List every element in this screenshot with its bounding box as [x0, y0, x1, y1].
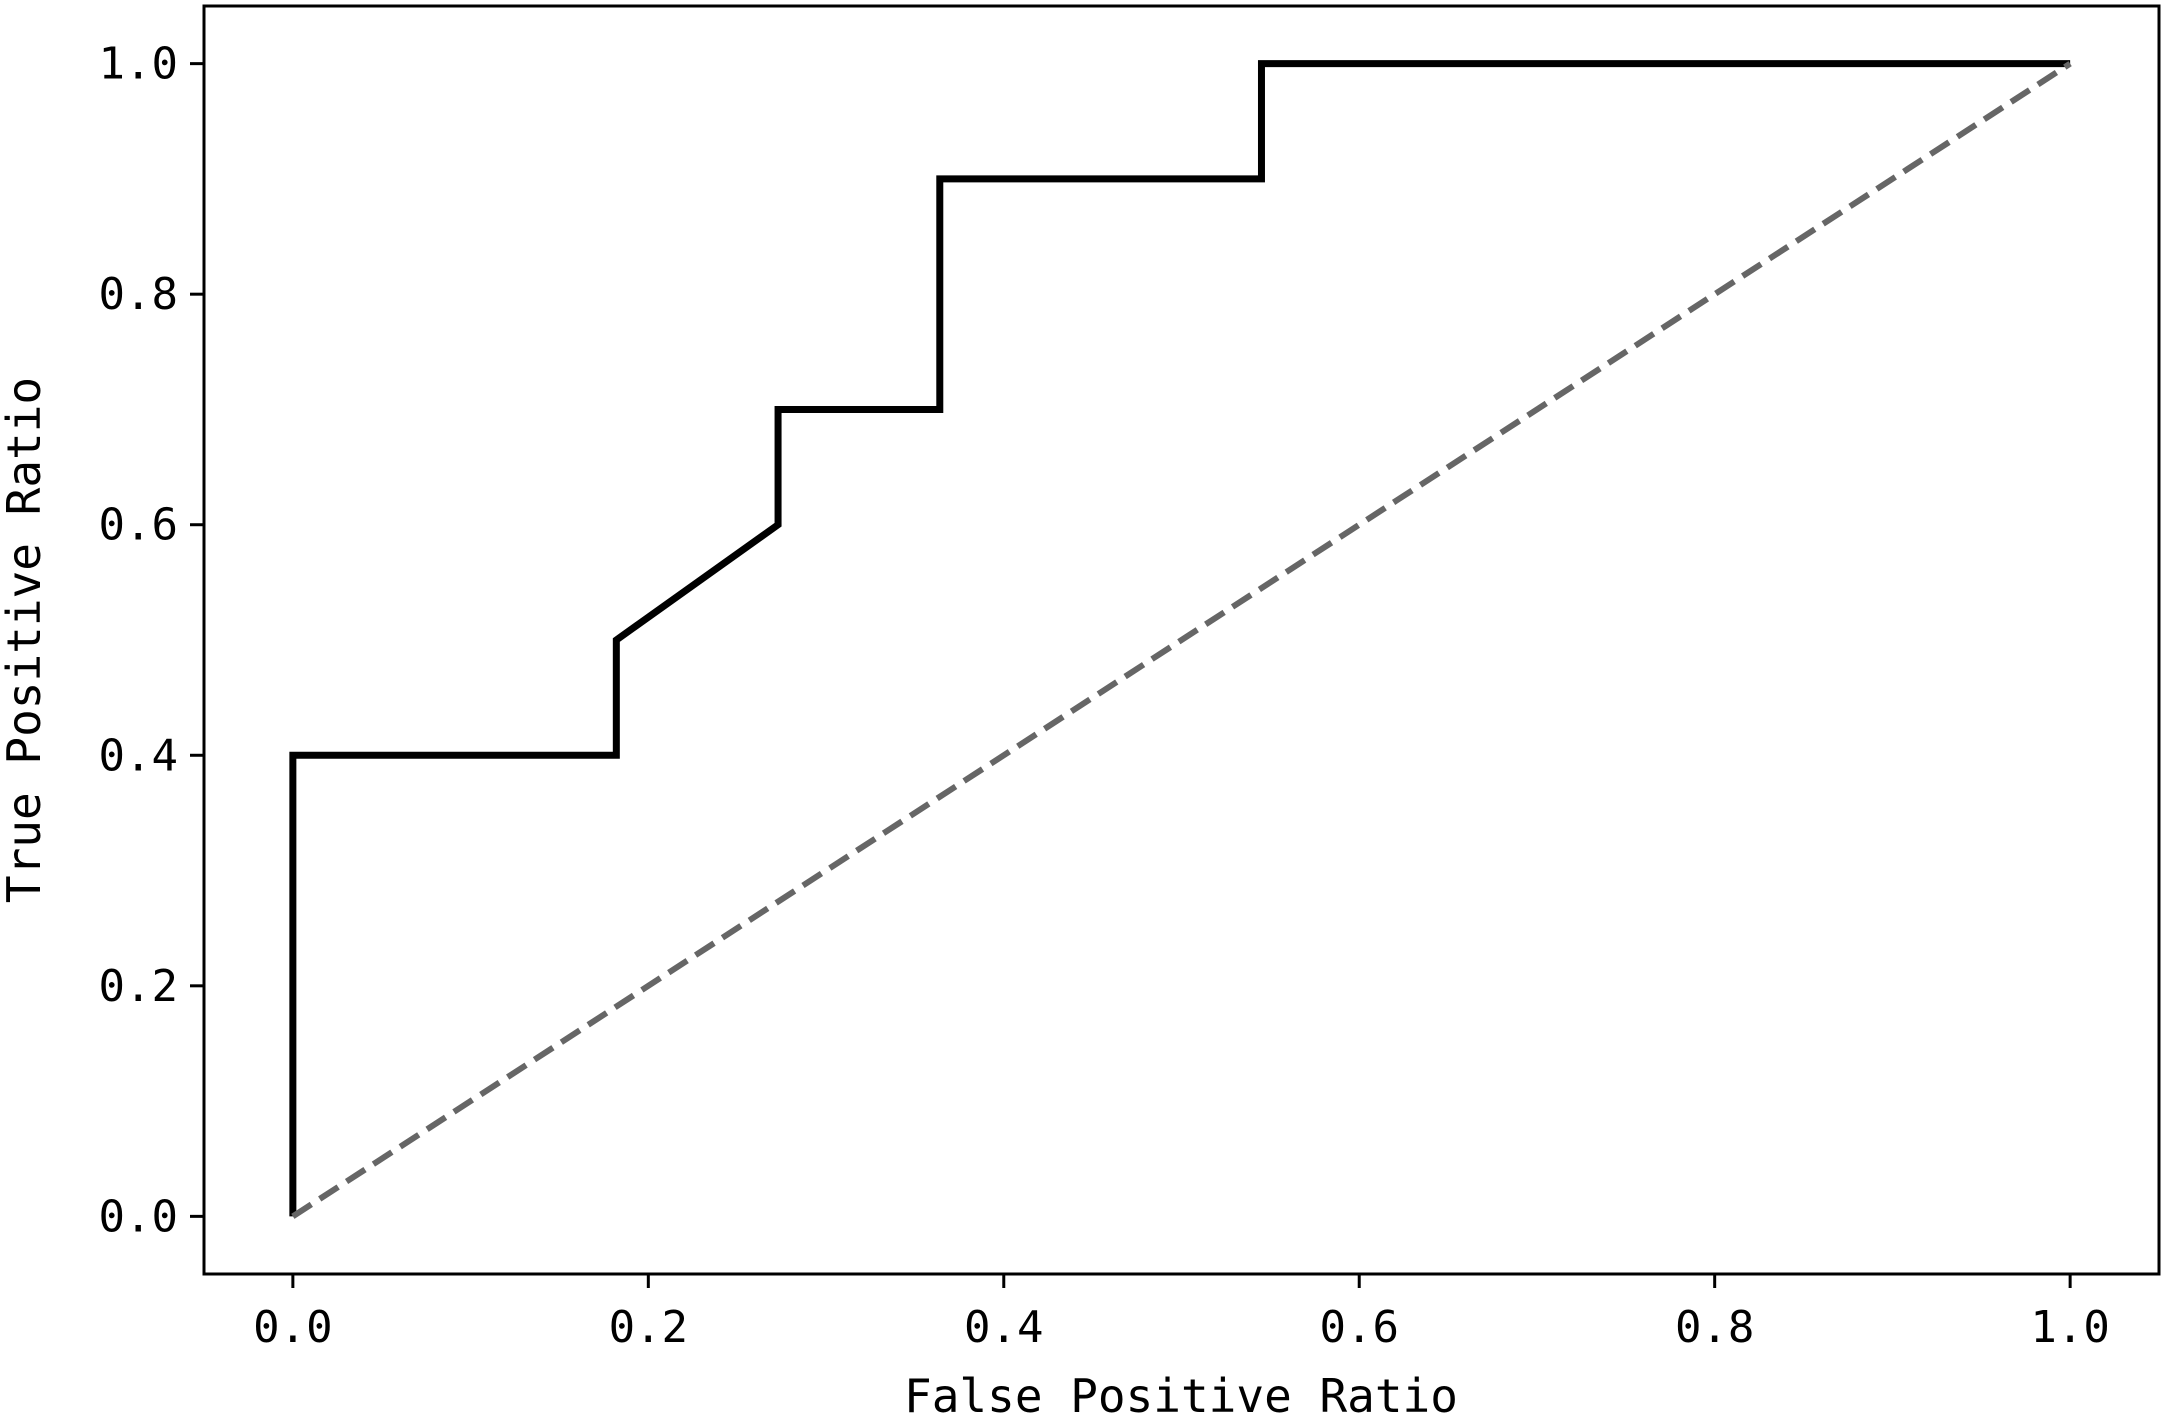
y-tick-label: 0.6: [99, 500, 178, 551]
x-tick-label: 0.6: [1319, 1302, 1398, 1353]
plot-frame: [202, 4, 2161, 1276]
y-tick-label: 0.4: [99, 730, 178, 781]
roc-curve-line: [289, 60, 2071, 1217]
x-tick-label: 0.4: [964, 1302, 1043, 1353]
y-tick-label: 0.0: [99, 1191, 178, 1242]
x-tick-label: 0.8: [1675, 1302, 1754, 1353]
y-tick-label: 0.2: [99, 961, 178, 1012]
x-ticks: 0.0 0.2 0.4 0.6 0.8 1.0: [253, 1274, 2110, 1353]
x-tick-label: 1.0: [2030, 1302, 2109, 1353]
x-axis-title: False Positive Ratio: [904, 1369, 1458, 1420]
y-tick-label: 1.0: [99, 39, 178, 90]
y-axis-title: True Positive Ratio: [0, 377, 51, 903]
y-ticks: 0.0 0.2 0.4 0.6 0.8 1.0: [99, 39, 204, 1242]
x-tick-label: 0.0: [253, 1302, 332, 1353]
chance-diagonal-line: [291, 61, 2072, 1219]
y-tick-label: 0.8: [99, 269, 178, 320]
x-tick-label: 0.2: [609, 1302, 688, 1353]
plot-series: [289, 60, 2072, 1219]
